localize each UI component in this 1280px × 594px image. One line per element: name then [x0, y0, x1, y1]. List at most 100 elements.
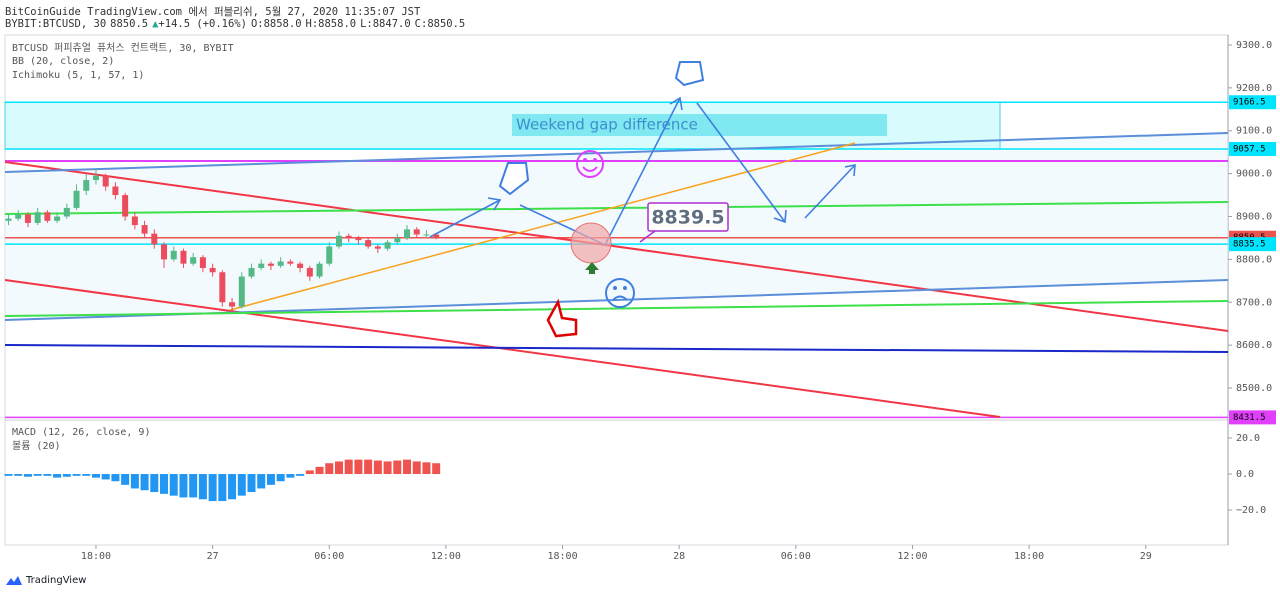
- mouth: [582, 166, 598, 172]
- macd-bar: [296, 474, 305, 476]
- high: H:8858.0: [305, 18, 357, 30]
- macd-bar: [14, 474, 23, 476]
- candle-body: [15, 214, 22, 219]
- macd-bar: [130, 474, 139, 489]
- eye: [613, 286, 617, 290]
- candle-body: [248, 267, 255, 277]
- candle-body: [180, 250, 187, 264]
- trend-line: [4, 201, 1229, 215]
- x-tick-label: 18:00: [81, 551, 111, 562]
- macd-bar: [62, 474, 71, 477]
- macd-bar: [53, 474, 62, 478]
- candle-body: [219, 272, 226, 303]
- smile-icon: [576, 150, 604, 178]
- macd-bar: [4, 474, 13, 476]
- candle-body: [170, 250, 177, 260]
- candle-body: [345, 235, 352, 238]
- candle-body: [394, 237, 401, 243]
- sad-icon: [605, 278, 635, 308]
- macd-bar: [286, 474, 295, 478]
- candle-body: [5, 218, 12, 221]
- candle-body: [433, 234, 440, 238]
- change: +14.5 (+0.16%): [158, 18, 247, 30]
- candle-body: [102, 175, 109, 187]
- level-label: 8835.5: [1233, 240, 1266, 250]
- macd-bar: [228, 474, 237, 500]
- candle-body: [44, 212, 51, 221]
- macd-bar: [208, 474, 217, 502]
- candle-body: [54, 216, 61, 221]
- macd-bar: [373, 460, 382, 475]
- candle-body: [73, 190, 80, 208]
- y-tick-label: 9000.0: [1236, 169, 1272, 180]
- last-price: 8850.5: [110, 18, 149, 30]
- candle-body: [190, 257, 197, 264]
- legend-text: Ichimoku (5, 1, 57, 1): [12, 70, 144, 81]
- annotation: 8839.5: [651, 207, 724, 229]
- y-tick-label: −20.0: [1236, 505, 1266, 516]
- macd-bar: [364, 459, 373, 475]
- macd-bar: [23, 474, 32, 477]
- candle-body: [355, 237, 362, 241]
- gap-label-bg: [512, 114, 887, 136]
- macd-bar: [257, 474, 266, 489]
- data-layer: [5, 101, 1228, 419]
- arrow-head: [773, 209, 787, 224]
- x-tick-label: 29: [1140, 551, 1152, 562]
- trend-line: [4, 132, 1229, 173]
- brand-logo: [6, 576, 22, 585]
- symbol: BYBIT:BTCUSD, 30: [5, 18, 107, 30]
- macd-bar: [422, 462, 431, 475]
- macd-bar: [247, 474, 256, 493]
- x-tick-label: 12:00: [431, 551, 461, 562]
- macd-bar: [276, 474, 285, 482]
- candle-body: [199, 257, 206, 268]
- macd-bar: [198, 474, 207, 500]
- x-tick-label: 18:00: [1014, 551, 1044, 562]
- candle-body: [161, 244, 168, 260]
- legend-text: BTCUSD 퍼피츄얼 퓨처스 컨트랙트, 30, BYBIT: [12, 42, 234, 54]
- header-line: BitCoinGuide TradingView.com 에서 퍼블리쉬, 5월…: [5, 4, 424, 19]
- up-arrow: ▲: [152, 18, 159, 30]
- macd-bar: [383, 461, 392, 475]
- candle-body: [83, 180, 90, 191]
- y-tick-label: 9200.0: [1236, 83, 1272, 94]
- x-tick-label: 28: [673, 551, 685, 562]
- hand-icon: [546, 298, 578, 338]
- macd-bar: [432, 463, 441, 475]
- macd-bar: [91, 474, 100, 478]
- trend-line: [4, 344, 1229, 353]
- macd-bar: [393, 460, 402, 475]
- level-badge: [1229, 237, 1276, 252]
- hand-icon: [674, 61, 705, 87]
- y-tick-label: 8900.0: [1236, 212, 1272, 223]
- brand[interactable]: TradingView: [25, 575, 86, 586]
- y-tick-label: 9100.0: [1236, 126, 1272, 137]
- macd-bar: [150, 474, 159, 493]
- annotation: Weekend gap difference: [516, 116, 698, 134]
- candle-body: [122, 195, 129, 217]
- eye: [583, 158, 587, 162]
- macd-bar: [189, 474, 198, 498]
- arrow-head: [669, 96, 683, 111]
- macd-bar: [237, 474, 246, 496]
- candle-body: [92, 175, 99, 181]
- face: [576, 150, 604, 178]
- macd-bar: [160, 474, 169, 494]
- arrow: [804, 164, 856, 219]
- candle-body: [374, 246, 381, 249]
- candle-body: [267, 263, 274, 266]
- open: O:8858.0: [250, 18, 302, 30]
- x-tick-label: 18:00: [547, 551, 577, 562]
- y-tick-label: 20.0: [1236, 433, 1260, 444]
- eye: [623, 286, 627, 290]
- legend-text: BB (20, close, 2): [12, 56, 114, 67]
- callout-pointer: [639, 230, 656, 243]
- candle-body: [24, 214, 31, 223]
- macd-bar: [121, 474, 130, 485]
- x-tick-label: 27: [207, 551, 219, 562]
- candle-body: [277, 261, 284, 266]
